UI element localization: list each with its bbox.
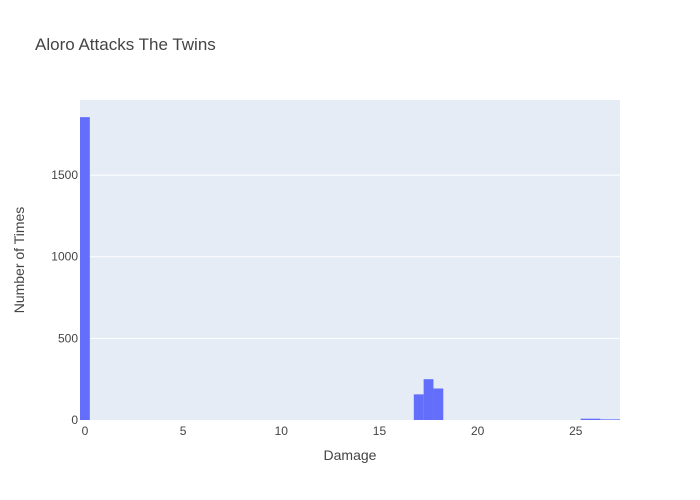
- y-axis-title: Number of Times: [11, 207, 27, 314]
- chart-title: Aloro Attacks The Twins: [35, 35, 216, 54]
- x-axis-ticks: 0 5 10 15 20 25: [82, 424, 583, 438]
- histogram-bar[interactable]: [423, 379, 434, 420]
- gridlines: [80, 174, 620, 339]
- x-tick-label: 0: [82, 424, 89, 438]
- y-tick-label: 500: [58, 331, 78, 345]
- y-tick-label: 0: [71, 413, 78, 427]
- histogram-bar[interactable]: [610, 419, 620, 420]
- histogram-bar[interactable]: [413, 394, 424, 420]
- y-axis-ticks: 0 500 1000 1500: [51, 168, 78, 427]
- histogram-bar[interactable]: [80, 117, 90, 421]
- y-tick-label: 1500: [51, 168, 78, 182]
- histogram-bar[interactable]: [600, 419, 611, 420]
- y-tick-label: 1000: [51, 250, 78, 264]
- x-tick-label: 25: [569, 424, 583, 438]
- x-axis-title: Damage: [324, 447, 377, 463]
- bars: [80, 117, 620, 421]
- histogram-bar[interactable]: [433, 388, 444, 420]
- histogram-bar[interactable]: [580, 418, 591, 420]
- histogram-bar[interactable]: [590, 418, 601, 420]
- plot-area: [80, 100, 620, 420]
- x-tick-label: 20: [471, 424, 485, 438]
- x-tick-label: 5: [180, 424, 187, 438]
- x-tick-label: 15: [373, 424, 387, 438]
- x-tick-label: 10: [275, 424, 289, 438]
